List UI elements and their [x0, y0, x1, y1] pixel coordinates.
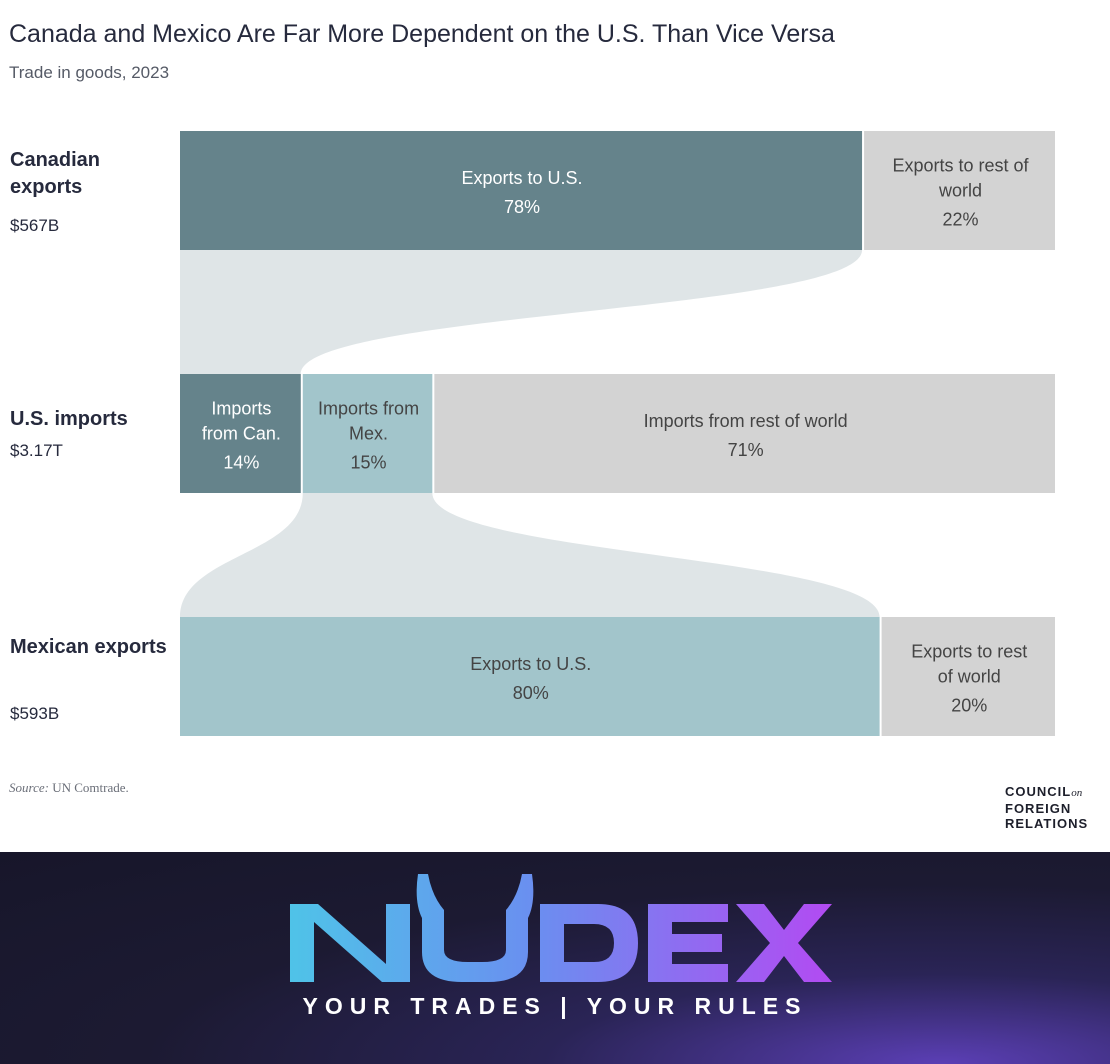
- row-total-us: $3.17T: [10, 441, 63, 460]
- bar-mexico-segment-0: [180, 617, 880, 736]
- flow-mexico-to-us: [180, 493, 880, 617]
- cfr-logo-line2: FOREIGN: [1005, 801, 1072, 816]
- row-total-canada: $567B: [10, 216, 60, 235]
- segment-value: 20%: [951, 696, 987, 716]
- flow-canada-to-us: [180, 250, 863, 374]
- nudex-logo: [290, 874, 832, 982]
- segment-value: 80%: [513, 683, 549, 703]
- segment-value: 78%: [504, 197, 540, 217]
- bar-mexico-segment-1: [881, 617, 1055, 736]
- row-label-canada: Canadian exports: [10, 149, 101, 198]
- segment-value: 71%: [728, 440, 764, 460]
- segment-value: 15%: [351, 453, 387, 473]
- segment-label-line: of world: [938, 667, 1001, 687]
- label-us-segment-0: Imports from Can. 14%: [202, 399, 281, 473]
- bar-canada-segment-0: [180, 131, 863, 250]
- row-total-mexico: $593B: [10, 704, 60, 723]
- segment-label-line: Exports to U.S.: [470, 654, 591, 674]
- cfr-logo: COUNCILon FOREIGN RELATIONS: [1005, 784, 1088, 831]
- segment-label-line: from Can.: [202, 424, 281, 444]
- segment-label-line: Imports: [211, 399, 271, 419]
- label-mexico-segment-1: Exports to rest of world 20%: [911, 642, 1027, 716]
- segment-label-line: Mex.: [349, 424, 388, 444]
- label-canada-segment-1: Exports to rest of world 22%: [892, 156, 1029, 230]
- bar-us-segment-1: [302, 374, 433, 493]
- chart-area: Canada and Mexico Are Far More Dependent…: [9, 20, 1088, 831]
- segment-label-line: Imports from: [318, 399, 419, 419]
- source-label: Source:: [9, 780, 49, 795]
- segment-label-line: Exports to rest of: [892, 156, 1029, 176]
- chart-subtitle: Trade in goods, 2023: [9, 63, 170, 82]
- cfr-logo-on: on: [1071, 787, 1083, 799]
- banner-tagline: YOUR TRADES | YOUR RULES: [302, 993, 808, 1019]
- segment-label-line: world: [938, 181, 982, 201]
- segment-label-line: Imports from rest of world: [644, 411, 848, 431]
- label-us-segment-1: Imports from Mex. 15%: [318, 399, 419, 473]
- segment-label-line: Exports to U.S.: [462, 168, 583, 188]
- label-mexico-segment-0: Exports to U.S. 80%: [470, 654, 591, 703]
- sankey-chart: Exports to U.S. 78% Exports to rest of worl…: [180, 131, 1056, 736]
- label-us-segment-2: Imports from rest of world 71%: [644, 411, 848, 460]
- chart-title: Canada and Mexico Are Far More Dependent…: [9, 20, 835, 48]
- segment-value: 22%: [943, 210, 979, 230]
- promo-banner: YOUR TRADES | YOUR RULES: [0, 852, 1110, 1064]
- bar-us-segment-2: [434, 374, 1056, 493]
- label-canada-segment-0: Exports to U.S. 78%: [462, 168, 583, 217]
- row-label-mexico: Mexican exports: [10, 636, 167, 658]
- segment-value: 14%: [223, 453, 259, 473]
- source-text: UN Comtrade.: [52, 780, 129, 795]
- segment-label-line: Exports to rest: [911, 642, 1027, 662]
- row-label-us: U.S. imports: [10, 408, 128, 430]
- bar-canada-segment-1: [864, 131, 1055, 250]
- bar-us-segment-0: [180, 374, 301, 493]
- source-note: Source: UN Comtrade.: [9, 780, 129, 796]
- cfr-logo-line1: COUNCIL: [1005, 784, 1072, 799]
- cfr-logo-line3: RELATIONS: [1005, 816, 1089, 831]
